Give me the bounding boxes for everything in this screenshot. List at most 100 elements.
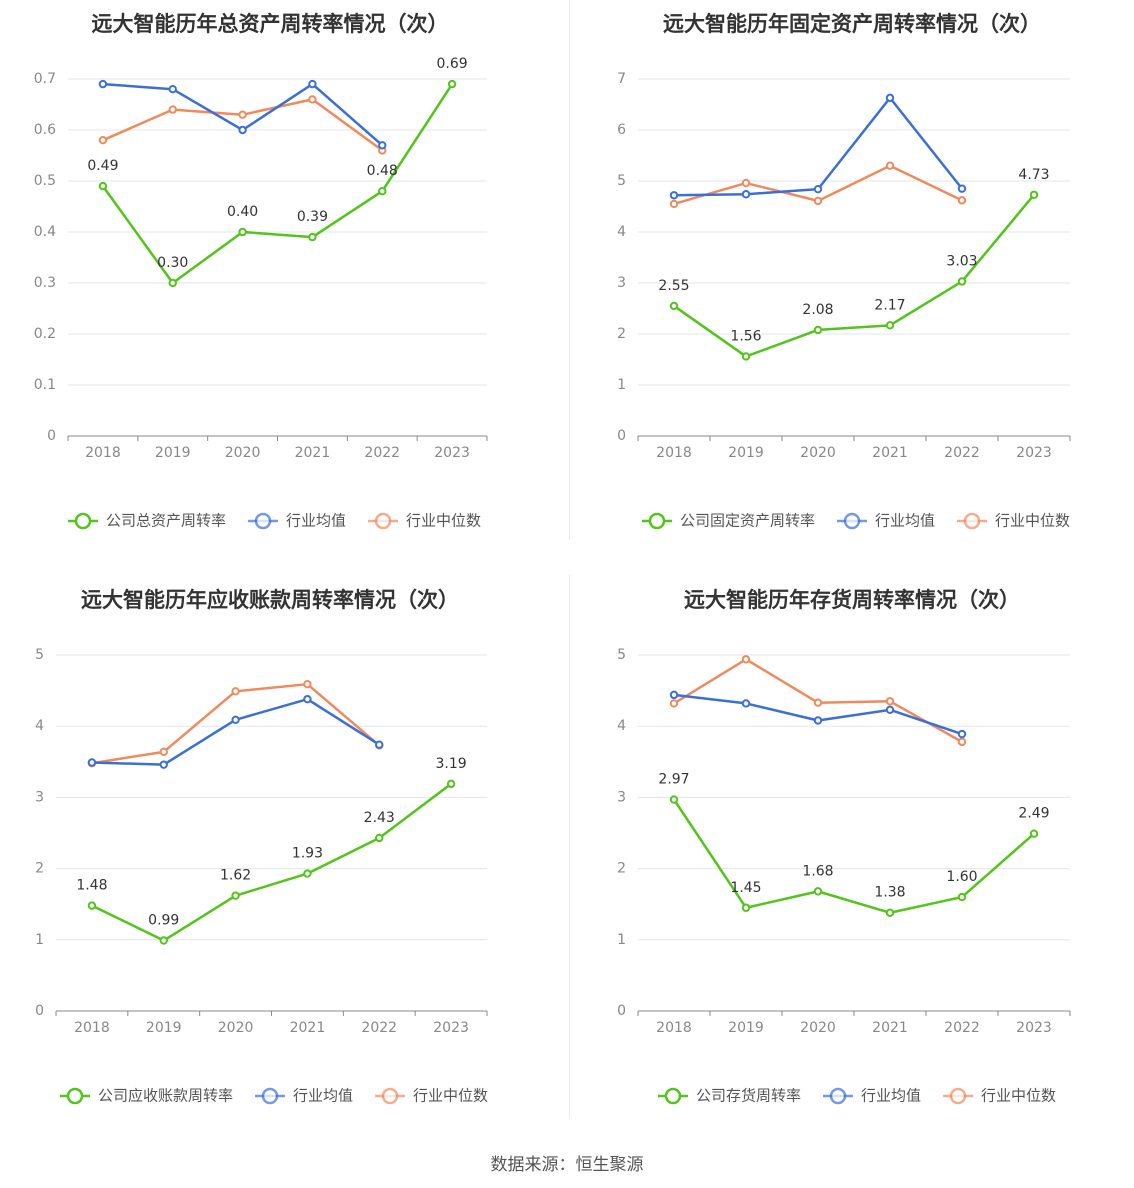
data-point[interactable] <box>98 136 108 145</box>
data-point[interactable] <box>168 85 177 94</box>
legend-circle-icon <box>261 1087 279 1105</box>
legend-item-company-series[interactable]: 公司固定资产周转率 <box>642 512 815 530</box>
y-tick-label: 3 <box>35 789 44 805</box>
data-point[interactable] <box>238 227 247 237</box>
data-point[interactable] <box>885 908 895 917</box>
x-tick-label: 2021 <box>872 1020 908 1036</box>
data-point[interactable] <box>813 716 823 725</box>
data-point[interactable] <box>375 740 384 749</box>
legend-label: 行业均值 <box>286 512 346 530</box>
data-point[interactable] <box>741 699 751 708</box>
data-point[interactable] <box>238 110 247 119</box>
data-point[interactable] <box>1029 190 1039 199</box>
legend-item-company-series[interactable]: 公司应收账款周转率 <box>60 1087 233 1105</box>
data-point[interactable] <box>885 93 895 103</box>
data-point[interactable] <box>238 125 247 135</box>
data-label: 1.68 <box>802 863 833 879</box>
legend-label: 公司总资产周转率 <box>106 512 226 530</box>
x-tick-label: 2021 <box>872 445 908 461</box>
data-point[interactable] <box>741 178 751 188</box>
y-tick-label: 3 <box>617 275 626 291</box>
x-tick-label: 2023 <box>434 445 470 461</box>
data-point[interactable] <box>957 277 967 286</box>
data-point[interactable] <box>308 79 317 89</box>
legend-item-industry-average-series[interactable]: 行业均值 <box>823 1087 921 1105</box>
legend-item-industry-median-series[interactable]: 行业中位数 <box>957 512 1070 530</box>
data-point[interactable] <box>159 747 168 757</box>
legend-item-industry-average-series[interactable]: 行业均值 <box>837 512 935 530</box>
legend-item-industry-average-series[interactable]: 行业均值 <box>248 512 346 530</box>
data-point[interactable] <box>231 891 240 900</box>
data-point[interactable] <box>168 105 177 114</box>
industry-median-series <box>669 161 967 209</box>
data-point[interactable] <box>669 199 679 209</box>
data-point[interactable] <box>813 698 823 707</box>
data-point[interactable] <box>87 758 97 767</box>
data-point[interactable] <box>885 161 895 170</box>
data-point[interactable] <box>98 79 108 89</box>
legend-label: 行业中位数 <box>413 1087 488 1105</box>
data-point[interactable] <box>741 352 751 361</box>
data-point[interactable] <box>669 191 679 200</box>
legend-circle-icon <box>949 1087 967 1105</box>
data-label: 2.17 <box>874 297 905 313</box>
data-point[interactable] <box>159 936 168 945</box>
data-point[interactable] <box>957 184 967 193</box>
data-point[interactable] <box>741 655 751 664</box>
legend-item-industry-median-series[interactable]: 行业中位数 <box>943 1087 1056 1105</box>
data-point[interactable] <box>885 705 895 715</box>
x-tick-label: 2020 <box>800 1020 836 1036</box>
data-point[interactable] <box>378 187 387 196</box>
data-point[interactable] <box>87 901 97 910</box>
data-point[interactable] <box>231 687 240 696</box>
legend-item-company-series[interactable]: 公司存货周转率 <box>658 1087 801 1105</box>
legend-label: 行业中位数 <box>406 512 481 530</box>
data-point[interactable] <box>813 887 823 896</box>
legend-item-industry-average-series[interactable]: 行业均值 <box>255 1087 353 1105</box>
data-label: 1.56 <box>730 328 761 344</box>
data-point[interactable] <box>885 321 895 330</box>
data-point[interactable] <box>1029 829 1039 838</box>
data-source-note: 数据来源：恒生聚源 <box>490 1155 644 1175</box>
legend-circle-icon <box>254 512 272 530</box>
data-point[interactable] <box>231 715 240 724</box>
data-point[interactable] <box>813 325 823 335</box>
data-point[interactable] <box>885 697 895 706</box>
data-point[interactable] <box>447 79 457 89</box>
legend-label: 行业均值 <box>861 1087 921 1105</box>
data-point[interactable] <box>159 760 168 769</box>
legend-item-industry-median-series[interactable]: 行业中位数 <box>368 512 481 530</box>
data-point[interactable] <box>957 737 967 747</box>
data-point[interactable] <box>168 278 177 288</box>
legend-label: 行业均值 <box>293 1087 353 1105</box>
data-point[interactable] <box>957 729 967 739</box>
data-point[interactable] <box>669 301 679 311</box>
data-point[interactable] <box>375 833 384 843</box>
data-point[interactable] <box>741 903 751 912</box>
data-point[interactable] <box>813 196 823 206</box>
data-point[interactable] <box>957 892 967 902</box>
data-point[interactable] <box>446 779 456 789</box>
data-label: 2.49 <box>1018 806 1049 822</box>
data-point[interactable] <box>813 184 823 194</box>
legend-circle-icon <box>381 1087 399 1105</box>
y-tick-label: 1 <box>35 932 44 948</box>
data-point[interactable] <box>308 95 317 104</box>
data-point[interactable] <box>669 795 679 804</box>
data-point[interactable] <box>308 232 317 242</box>
legend-item-company-series[interactable]: 公司总资产周转率 <box>68 512 226 530</box>
series-line <box>101 83 454 285</box>
data-point[interactable] <box>741 190 751 199</box>
data-point[interactable] <box>378 141 387 150</box>
y-tick-label: 5 <box>617 173 626 189</box>
data-point[interactable] <box>669 699 679 708</box>
data-label: 4.73 <box>1018 167 1049 183</box>
data-point[interactable] <box>303 869 312 878</box>
data-point[interactable] <box>303 694 312 704</box>
data-point[interactable] <box>303 679 312 689</box>
data-point[interactable] <box>957 196 967 205</box>
data-point[interactable] <box>98 181 108 191</box>
x-tick-label: 2022 <box>364 445 400 461</box>
legend-item-industry-median-series[interactable]: 行业中位数 <box>375 1087 488 1105</box>
data-point[interactable] <box>669 690 679 700</box>
